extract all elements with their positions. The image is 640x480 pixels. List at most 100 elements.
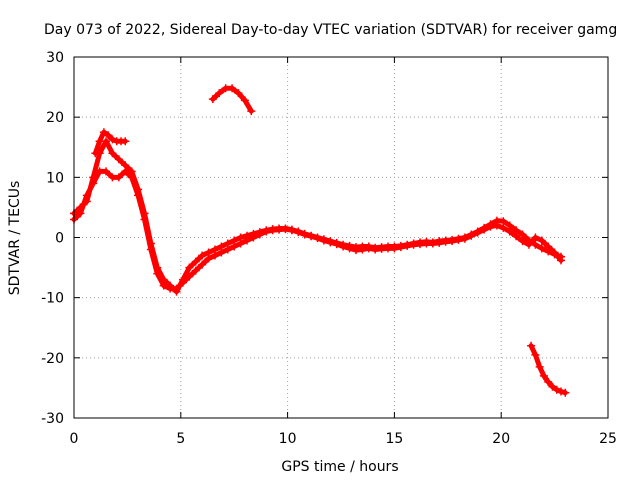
data-point — [550, 248, 559, 257]
data-point — [492, 221, 501, 230]
data-point — [454, 235, 463, 244]
data-point — [358, 245, 367, 254]
data-point — [435, 238, 444, 247]
data-point — [396, 243, 405, 252]
data-point — [204, 254, 213, 263]
data-point — [473, 228, 482, 237]
data-point — [91, 149, 100, 158]
data-point — [89, 179, 98, 188]
x-tick-label: 15 — [385, 431, 403, 447]
data-point — [300, 230, 309, 239]
data-point — [527, 341, 536, 350]
data-point — [185, 263, 194, 272]
data-point — [552, 385, 561, 394]
data-point — [140, 215, 149, 224]
ticks: 0 5 10 15 20 25 -30 -20 -10 0 10 20 30 — [41, 50, 617, 447]
data-point — [557, 387, 566, 396]
data-point — [178, 278, 187, 287]
data-point — [557, 256, 566, 265]
data-point — [127, 173, 136, 182]
y-tick-label: 10 — [46, 170, 64, 186]
data-point — [345, 244, 354, 253]
data-point — [561, 388, 570, 397]
y-tick-label: 20 — [46, 110, 64, 126]
data-point — [172, 284, 181, 293]
x-tick-label: 5 — [176, 431, 185, 447]
data-point — [255, 230, 264, 239]
data-point — [524, 240, 533, 249]
x-tick-label: 10 — [279, 431, 297, 447]
data-point — [326, 238, 335, 247]
data-point — [307, 232, 316, 241]
data-point — [243, 236, 252, 245]
data-point — [108, 135, 117, 144]
data-point — [319, 236, 328, 245]
data-point — [249, 233, 258, 242]
data-point — [460, 234, 469, 243]
data-point — [114, 173, 123, 182]
data-point — [247, 107, 256, 116]
data-point — [537, 236, 546, 245]
data-point — [234, 89, 243, 98]
data-point — [82, 191, 91, 200]
x-axis-title: GPS time / hours — [281, 459, 398, 475]
x-tick-label: 0 — [70, 431, 79, 447]
data-point — [223, 245, 232, 254]
y-tick-label: -10 — [41, 291, 64, 307]
data-point — [95, 137, 104, 146]
data-point — [535, 362, 544, 371]
data-point — [287, 226, 296, 235]
data-point — [99, 128, 108, 137]
data-point — [236, 239, 245, 248]
data-point — [114, 155, 123, 164]
data-point — [539, 371, 548, 380]
data-point — [499, 223, 508, 232]
data-point — [544, 242, 553, 251]
data-point — [240, 96, 249, 105]
data-point — [134, 191, 143, 200]
series-upper-branch — [91, 128, 130, 158]
data-point — [537, 244, 546, 253]
x-tick-label: 25 — [599, 431, 617, 447]
series-lower-arc — [527, 341, 570, 397]
series-main-arc-b — [70, 167, 566, 293]
data-point — [108, 149, 117, 158]
data-point — [313, 234, 322, 243]
data-point — [102, 167, 111, 176]
data-point — [228, 84, 237, 93]
data-point — [185, 272, 194, 281]
y-axis-title: SDTVAR / TECUs — [7, 181, 23, 296]
data-point — [210, 251, 219, 260]
y-tick-label: -30 — [41, 411, 64, 427]
data-point — [403, 241, 412, 250]
data-point — [467, 231, 476, 240]
series-group — [70, 84, 570, 397]
data-point — [544, 377, 553, 386]
data-point — [262, 227, 271, 236]
data-point — [121, 137, 130, 146]
data-point — [146, 245, 155, 254]
data-point — [390, 244, 399, 253]
data-point — [448, 237, 457, 246]
data-point — [505, 227, 514, 236]
data-point — [294, 228, 303, 237]
data-point — [153, 269, 162, 278]
data-point — [364, 244, 373, 253]
data-point — [191, 266, 200, 275]
data-point — [159, 281, 168, 290]
data-point — [198, 260, 207, 269]
data-point — [198, 251, 207, 260]
data-point — [486, 222, 495, 231]
data-point — [531, 350, 540, 359]
y-tick-label: -20 — [41, 351, 64, 367]
series-upper-arc — [208, 84, 256, 116]
data-point — [531, 233, 540, 242]
data-point — [518, 237, 527, 246]
y-tick-label: 30 — [46, 50, 64, 66]
data-point — [512, 232, 521, 241]
data-point — [104, 131, 113, 140]
y-tick-label: 0 — [55, 231, 64, 247]
data-point — [121, 167, 130, 176]
data-point — [332, 240, 341, 249]
